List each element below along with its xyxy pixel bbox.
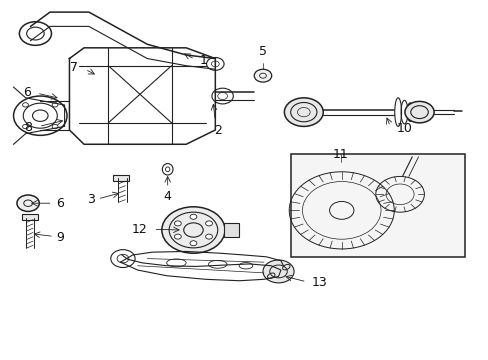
Text: 7: 7 bbox=[70, 61, 78, 74]
Circle shape bbox=[284, 98, 323, 126]
Circle shape bbox=[205, 221, 212, 226]
Text: 2: 2 bbox=[213, 123, 221, 136]
Text: 8: 8 bbox=[24, 121, 32, 134]
Bar bbox=[224, 223, 238, 237]
Text: 3: 3 bbox=[87, 193, 95, 206]
Circle shape bbox=[190, 214, 197, 219]
Circle shape bbox=[162, 207, 224, 253]
Circle shape bbox=[254, 69, 271, 82]
Text: 4: 4 bbox=[163, 190, 171, 203]
Circle shape bbox=[17, 195, 39, 211]
Circle shape bbox=[205, 234, 212, 239]
Text: 12: 12 bbox=[131, 223, 147, 236]
Circle shape bbox=[404, 102, 433, 123]
Text: 11: 11 bbox=[332, 148, 348, 161]
Text: 10: 10 bbox=[395, 122, 411, 135]
Bar bbox=[113, 175, 129, 181]
Text: 1: 1 bbox=[200, 54, 207, 67]
Circle shape bbox=[174, 234, 181, 239]
Bar bbox=[290, 154, 464, 257]
Bar bbox=[22, 214, 38, 220]
Circle shape bbox=[190, 241, 197, 246]
Text: 6: 6 bbox=[22, 86, 30, 99]
Text: 5: 5 bbox=[259, 45, 266, 58]
Text: 6: 6 bbox=[56, 197, 64, 210]
Text: 13: 13 bbox=[311, 276, 326, 289]
Text: 9: 9 bbox=[56, 231, 64, 244]
Circle shape bbox=[174, 221, 181, 226]
Circle shape bbox=[263, 260, 293, 283]
